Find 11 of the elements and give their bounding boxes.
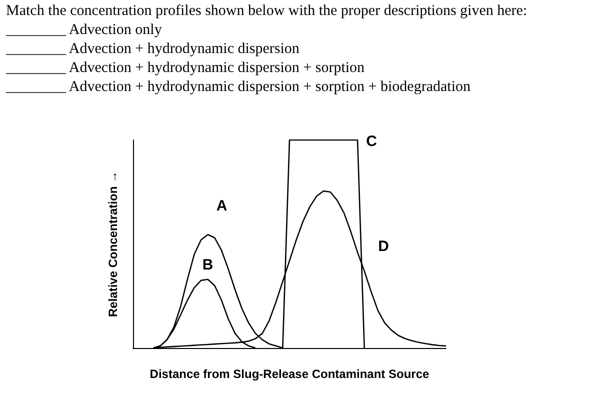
text: ________ Advection + hydrodynamic dispersion [6, 40, 300, 59]
series-label: A [216, 198, 228, 215]
y-axis-title: Relative Concentration → [106, 170, 120, 318]
text: ________ Advection + hydrodynamic dispersion + sorption [6, 59, 366, 78]
chart-title: Match the concentration profiles shown below with the proper descriptions given here: [6, 2, 528, 21]
series-label: C [366, 133, 378, 150]
text: ________ Advection only [6, 21, 163, 40]
x-axis-title: Distance from Slug-Release Contaminant Source [150, 367, 430, 381]
series-label: B [202, 256, 214, 274]
text: ________ Advection + hydrodynamic dispersion + sorption + biodegradation [6, 78, 472, 97]
series-label: D [378, 238, 390, 255]
